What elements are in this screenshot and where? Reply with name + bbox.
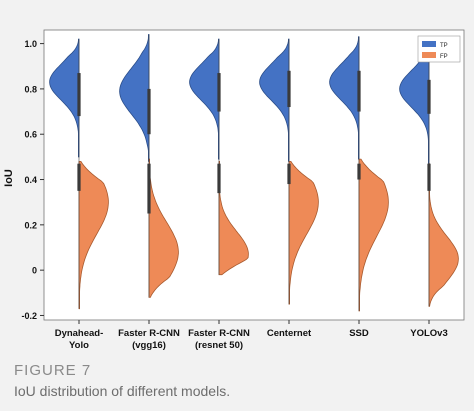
x-axis: Dynahead-Yolo Faster R-CNN (vgg16) Faster R… <box>55 320 448 351</box>
legend: TP FP <box>417 35 461 63</box>
tp-violin <box>259 38 290 162</box>
legend-swatch <box>422 41 436 47</box>
fp-violin <box>288 160 319 305</box>
tp-quartile-box <box>77 73 81 117</box>
plot-area <box>43 29 465 321</box>
tp-violin <box>49 38 80 158</box>
fp-quartile-box <box>217 163 221 194</box>
x-tick-label: Centernet <box>267 328 312 339</box>
tp-violin <box>329 36 360 160</box>
figure-panel: -0.2 0 0.2 0.4 0.6 0.8 1.0 Dynahead-Yolo Faster… <box>3 29 465 351</box>
y-tick-label: 0.8 <box>24 84 37 94</box>
x-tick-label: Faster R-CNN (vgg16) <box>118 328 180 351</box>
y-tick-label: 0.4 <box>24 175 37 185</box>
legend-label: TP <box>440 43 448 49</box>
x-tick-label: YOLOv3 <box>410 328 448 339</box>
y-axis: -0.2 0 0.2 0.4 0.6 0.8 1.0 <box>21 39 44 321</box>
fp-violin <box>358 158 389 312</box>
tp-violin <box>189 38 220 160</box>
tp-quartile-box <box>147 88 151 135</box>
y-tick-label: 0.2 <box>24 220 37 230</box>
legend-swatch <box>422 52 436 58</box>
x-tick-label: Dynahead-Yolo <box>55 328 104 351</box>
tp-quartile-box <box>427 79 431 114</box>
violin-chart: -0.2 0 0.2 0.4 0.6 0.8 1.0 Dynahead-Yolo Faster… <box>3 29 465 351</box>
tp-quartile-box <box>357 70 361 112</box>
legend-box <box>417 35 461 63</box>
y-axis-label: IoU <box>3 169 15 187</box>
tp-violin <box>119 34 150 162</box>
y-tick-label: 1.0 <box>24 39 37 49</box>
fp-quartile-box <box>287 163 291 185</box>
caption-text: IoU distribution of different models. <box>14 383 231 399</box>
violins-group <box>49 34 459 312</box>
fp-quartile-box <box>357 163 361 180</box>
tp-quartile-box <box>287 70 291 108</box>
fp-violin <box>78 160 109 310</box>
tp-quartile-box <box>217 73 221 112</box>
legend-label: FP <box>440 54 448 60</box>
fp-quartile-box <box>77 163 81 191</box>
x-tick-label: Faster R-CNN (resnet 50) <box>188 328 250 351</box>
fp-quartile-box <box>427 163 431 191</box>
y-tick-label: -0.2 <box>21 311 37 321</box>
figure-number: FIGURE 7 <box>14 362 92 379</box>
x-tick-label: SSD <box>349 328 369 339</box>
fp-quartile-box <box>147 163 151 214</box>
y-tick-label: 0 <box>32 266 37 276</box>
y-tick-label: 0.6 <box>24 130 37 140</box>
figure-caption: FIGURE 7 IoU distribution of different m… <box>14 362 464 399</box>
